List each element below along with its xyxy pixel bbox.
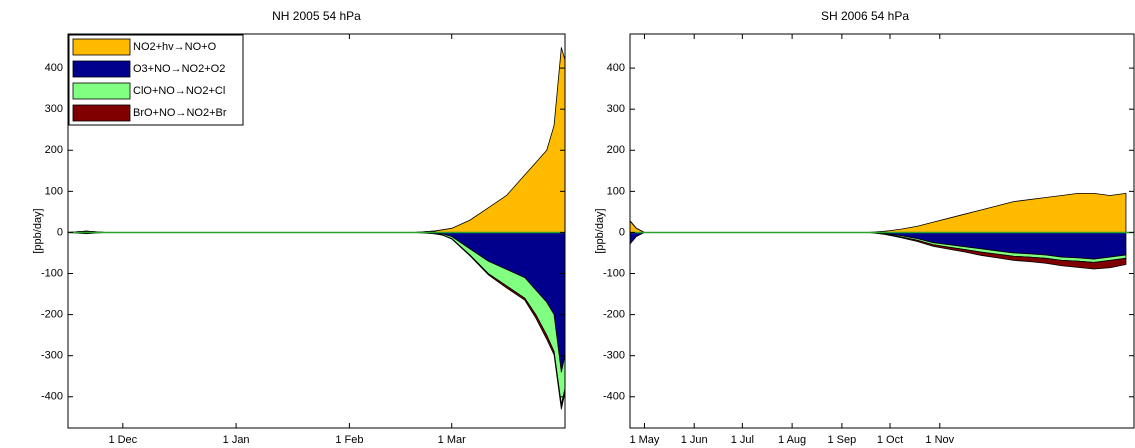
plot-area — [630, 193, 1134, 270]
y-axis-label: [ppb/day] — [32, 208, 44, 253]
y-tick-label: -400 — [41, 391, 63, 403]
axes-frame — [629, 33, 1135, 429]
x-tick-label: 1 Jun — [681, 434, 708, 446]
y-tick-label: -300 — [41, 350, 63, 362]
legend-label: BrO+NO→NO2+Br — [133, 107, 227, 119]
y-tick-label: 100 — [607, 185, 625, 197]
legend-label: ClO+NO→NO2+Cl — [133, 85, 225, 97]
x-tick-label: 1 Nov — [925, 434, 954, 446]
plot-area — [68, 47, 565, 410]
y-tick-label: -100 — [41, 267, 63, 279]
area — [630, 232, 1127, 260]
y-tick-label: -400 — [603, 391, 625, 403]
y-tick-label: -200 — [603, 309, 625, 321]
legend-swatch — [72, 82, 131, 100]
x-tick-label: 1 Feb — [335, 434, 363, 446]
panel: -400 -300 -200 -100 0 100 200 300 400 1 Dec 1 Jan 1… — [32, 9, 566, 446]
legend-label: O3+NO→NO2+O2 — [133, 63, 225, 75]
legend-swatch — [72, 38, 131, 56]
area — [630, 193, 1127, 233]
chart-title: NH 2005 54 hPa — [272, 9, 361, 23]
y-tick-label: 0 — [619, 226, 625, 238]
x-tick-label: 1 Sep — [827, 434, 856, 446]
x-tick-label: 1 Aug — [778, 434, 806, 446]
y-tick-label: 300 — [45, 103, 63, 115]
x-tick-label: 1 Jan — [223, 434, 250, 446]
area — [68, 232, 565, 373]
x-tick-label: 1 Jul — [731, 434, 754, 446]
y-tick-label: -100 — [603, 267, 625, 279]
y-tick-label: -300 — [603, 350, 625, 362]
y-tick-label: -200 — [41, 309, 63, 321]
panel: -400 -300 -200 -100 0 100 200 300 400 1 May 1 Jun 1… — [594, 9, 1135, 446]
x-tick-label: 1 May — [629, 434, 659, 446]
axes-frame — [67, 33, 566, 429]
legend: NO2+hv→NO+O O3+NO→NO2+O2 ClO+NO→NO2+Cl BrO+… — [68, 34, 244, 126]
y-axis-label: [ppb/day] — [594, 208, 606, 253]
y-tick-label: 300 — [607, 103, 625, 115]
y-tick-label: 400 — [607, 62, 625, 74]
x-tick-label: 1 Oct — [877, 434, 903, 446]
chart-title: SH 2006 54 hPa — [821, 9, 909, 23]
y-tick-label: 100 — [45, 185, 63, 197]
y-tick-label: 400 — [45, 62, 63, 74]
x-tick-label: 1 Mar — [438, 434, 466, 446]
y-tick-label: 0 — [57, 226, 63, 238]
y-tick-label: 200 — [45, 144, 63, 156]
x-tick-label: 1 Dec — [108, 434, 137, 446]
legend-swatch — [72, 60, 131, 78]
legend-label: NO2+hv→NO+O — [133, 41, 217, 53]
y-tick-label: 200 — [607, 144, 625, 156]
area — [630, 220, 1127, 270]
legend-swatch — [72, 104, 131, 122]
